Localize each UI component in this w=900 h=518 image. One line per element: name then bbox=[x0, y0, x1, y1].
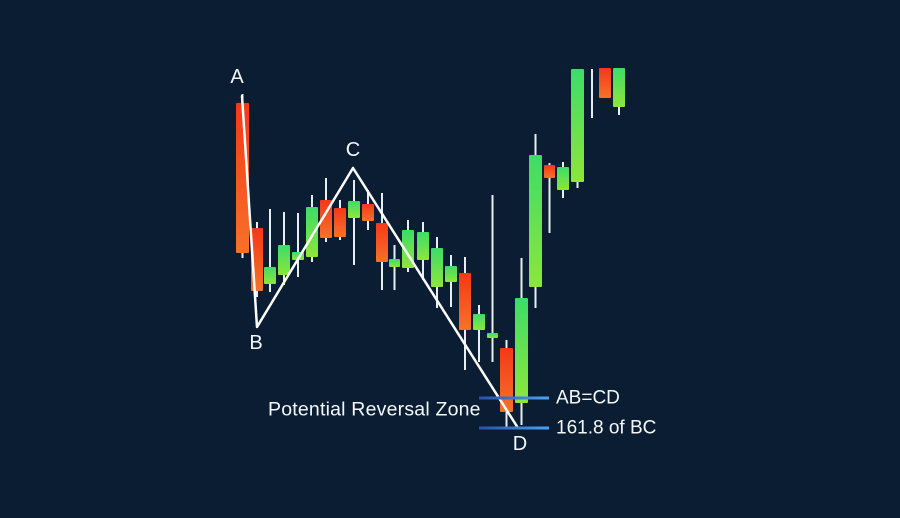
bullish-candle-body bbox=[389, 259, 400, 267]
bullish-candle-body bbox=[348, 201, 360, 218]
point-label-b: B bbox=[249, 332, 263, 354]
pattern-lines-layer bbox=[240, 94, 520, 430]
bullish-candle-body bbox=[613, 68, 625, 107]
bullish-candle-body bbox=[515, 298, 528, 403]
bearish-candle-body bbox=[544, 165, 555, 178]
level-label-abcd: AB=CD bbox=[556, 387, 620, 409]
candle-wicks-layer bbox=[241, 68, 620, 428]
bearish-candle-body bbox=[376, 223, 388, 262]
bullish-candle-body bbox=[557, 167, 569, 190]
bullish-candle-body bbox=[445, 266, 457, 282]
bearish-candle-body bbox=[500, 348, 513, 412]
bullish-candle-body bbox=[473, 314, 485, 330]
candle-bodies-layer bbox=[236, 68, 625, 412]
reversal-zone-lines-layer bbox=[479, 396, 549, 430]
bullish-candle-body bbox=[417, 232, 429, 260]
level-label-1618-of-bc: 161.8 of BC bbox=[556, 417, 657, 439]
reversal-zone-level-line bbox=[479, 426, 549, 430]
bullish-candle-body bbox=[529, 155, 542, 287]
reversal-zone-level-line bbox=[479, 396, 549, 400]
bullish-candle-body bbox=[431, 248, 443, 287]
bullish-candle-body bbox=[264, 267, 276, 284]
bullish-candle-body bbox=[278, 245, 290, 275]
point-label-a: A bbox=[230, 66, 244, 88]
abcd-pattern-line bbox=[240, 94, 520, 430]
bearish-candle-body bbox=[459, 273, 471, 330]
bearish-candle-body bbox=[334, 208, 346, 237]
bearish-candle-body bbox=[362, 204, 374, 221]
point-label-d: D bbox=[512, 433, 528, 455]
bullish-candle-body bbox=[306, 207, 318, 257]
point-label-c: C bbox=[345, 139, 361, 161]
bearish-candle-body bbox=[599, 68, 611, 98]
bullish-candle-body bbox=[571, 69, 584, 182]
bullish-candle-body bbox=[487, 333, 498, 338]
potential-reversal-zone-label: Potential Reversal Zone bbox=[268, 398, 481, 421]
